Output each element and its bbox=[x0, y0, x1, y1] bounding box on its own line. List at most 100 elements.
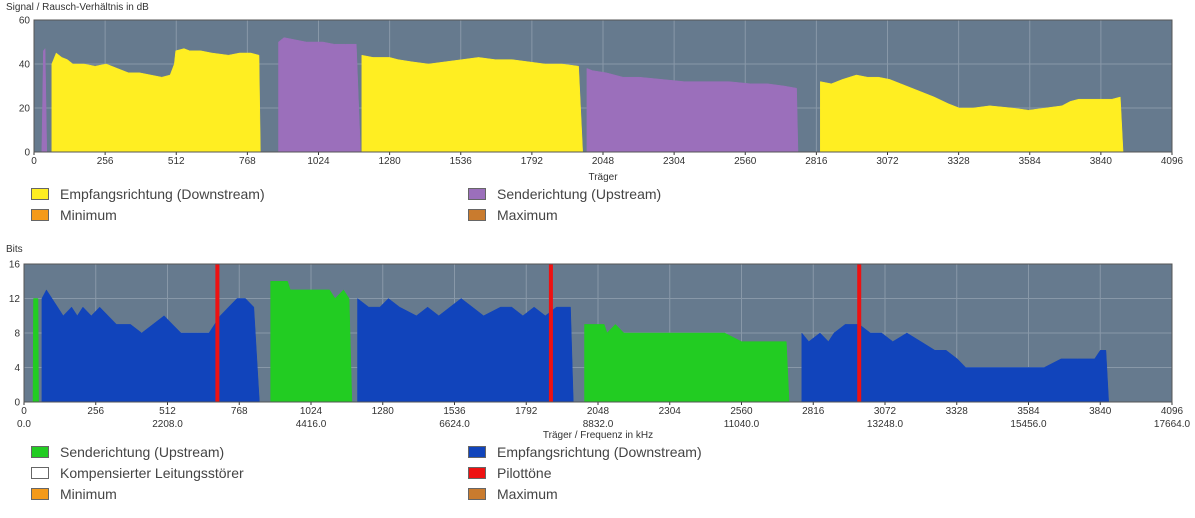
x-axis-title: Träger bbox=[588, 172, 618, 183]
x-tick-label: 1024 bbox=[300, 406, 323, 417]
series-area bbox=[820, 74, 1124, 153]
series-area bbox=[51, 48, 261, 153]
x-tick-label: 2560 bbox=[730, 406, 753, 417]
y-tick-label: 4 bbox=[14, 363, 20, 374]
y-tick-label: 0 bbox=[14, 398, 20, 409]
legend-swatch bbox=[468, 188, 486, 200]
bits-chart-svg: Bits 0 4 8 12 16 0 256 512 768 1024 1280 1536 1792 204… bbox=[6, 244, 1191, 441]
series-area bbox=[278, 37, 361, 153]
series-area bbox=[801, 324, 1109, 403]
legend-item-maximum: Maximum bbox=[468, 486, 558, 502]
legend-label: Minimum bbox=[60, 207, 117, 223]
legend-label: Maximum bbox=[497, 486, 558, 502]
snr-chart-svg: Signal / Rausch-Verhältnis in dB 0 20 40 60 0… bbox=[6, 2, 1184, 183]
legend-item-upstream: Senderichtung (Upstream) bbox=[468, 186, 661, 202]
x-tick-label: 0 bbox=[31, 156, 37, 167]
x-tick-label: 4096 bbox=[1161, 156, 1184, 167]
x-tick-label: 1536 bbox=[443, 406, 466, 417]
legend-item-pilot: Pilottöne bbox=[468, 465, 551, 481]
x-khz-tick-label: 6624.0 bbox=[439, 419, 470, 430]
x-khz-tick-label: 8832.0 bbox=[583, 419, 614, 430]
pilot-tone-line bbox=[548, 264, 553, 402]
legend-swatch bbox=[31, 209, 49, 221]
x-tick-label: 3584 bbox=[1019, 156, 1042, 167]
legend-swatch bbox=[468, 467, 486, 479]
legend-item-downstream: Empfangsrichtung (Downstream) bbox=[31, 186, 265, 202]
legend-item-downstream: Empfangsrichtung (Downstream) bbox=[468, 444, 702, 460]
x-khz-tick-label: 2208.0 bbox=[152, 419, 183, 430]
x-tick-label: 1536 bbox=[450, 156, 473, 167]
legend-label: Senderichtung (Upstream) bbox=[497, 186, 662, 202]
x-tick-label: 3328 bbox=[948, 156, 971, 167]
series-area bbox=[586, 68, 799, 153]
x-tick-label: 3328 bbox=[946, 406, 969, 417]
x-tick-label: 2816 bbox=[802, 406, 825, 417]
x-tick-label: 2048 bbox=[587, 406, 610, 417]
series-area bbox=[357, 297, 574, 403]
x-tick-label: 3840 bbox=[1090, 156, 1113, 167]
plot-border bbox=[33, 19, 1173, 153]
legend-label: Kompensierter Leitungsstörer bbox=[60, 465, 244, 481]
x-tick-label: 256 bbox=[87, 406, 104, 417]
y-tick-label: 40 bbox=[19, 60, 31, 71]
legend-label: Minimum bbox=[60, 486, 117, 502]
x-tick-label: 0 bbox=[21, 406, 27, 417]
legend-item-minimum: Minimum bbox=[31, 207, 117, 223]
x-tick-label: 2304 bbox=[663, 156, 686, 167]
legend-snr: Empfangsrichtung (Downstream) Sendericht… bbox=[0, 183, 1195, 228]
x-tick-label: 2304 bbox=[659, 406, 682, 417]
x-tick-label: 512 bbox=[159, 406, 176, 417]
legend-item-maximum: Maximum bbox=[468, 207, 558, 223]
x-tick-label: 256 bbox=[97, 156, 114, 167]
y-tick-label: 60 bbox=[19, 16, 31, 27]
y-axis-title: Bits bbox=[6, 244, 23, 255]
chart-bits: Bits 0 4 8 12 16 0 256 512 768 1024 1280 1536 1792 204… bbox=[0, 240, 1195, 445]
legend-swatch bbox=[468, 446, 486, 458]
x-tick-label: 1792 bbox=[515, 406, 538, 417]
chart-snr: Signal / Rausch-Verhältnis in dB 0 20 40 60 0… bbox=[0, 0, 1195, 185]
legend-item-compensated: Kompensierter Leitungsstörer bbox=[31, 465, 244, 481]
x-khz-tick-label: 4416.0 bbox=[296, 419, 327, 430]
x-tick-label: 1792 bbox=[521, 156, 544, 167]
legend-swatch bbox=[31, 488, 49, 500]
x-tick-label: 2816 bbox=[805, 156, 828, 167]
x-tick-label: 768 bbox=[239, 156, 256, 167]
legend-swatch bbox=[31, 188, 49, 200]
x-khz-tick-label: 17664.0 bbox=[1154, 419, 1191, 430]
y-tick-label: 16 bbox=[9, 260, 21, 271]
legend-label: Pilottöne bbox=[497, 465, 552, 481]
x-tick-label: 2560 bbox=[734, 156, 757, 167]
series-area bbox=[361, 54, 583, 153]
x-tick-label: 3584 bbox=[1017, 406, 1040, 417]
series-area bbox=[41, 289, 260, 403]
y-tick-label: 0 bbox=[24, 148, 30, 159]
x-tick-label: 2048 bbox=[592, 156, 615, 167]
series-area bbox=[270, 281, 353, 403]
x-khz-tick-label: 11040.0 bbox=[724, 419, 760, 430]
x-tick-label: 3072 bbox=[874, 406, 897, 417]
x-khz-tick-label: 15456.0 bbox=[1010, 419, 1047, 430]
x-tick-label: 4096 bbox=[1161, 406, 1184, 417]
legend-item-minimum: Minimum bbox=[31, 486, 117, 502]
x-khz-tick-label: 13248.0 bbox=[867, 419, 904, 430]
legend-swatch bbox=[31, 467, 49, 479]
plot-border bbox=[23, 263, 1173, 403]
x-khz-tick-label: 0.0 bbox=[17, 419, 31, 430]
y-tick-label: 20 bbox=[19, 104, 31, 115]
legend-label: Maximum bbox=[497, 207, 558, 223]
legend-label: Empfangsrichtung (Downstream) bbox=[60, 186, 265, 202]
legend-swatch bbox=[468, 209, 486, 221]
pilot-tone-line bbox=[215, 264, 220, 402]
x-tick-label: 1024 bbox=[307, 156, 330, 167]
y-axis-title: Signal / Rausch-Verhältnis in dB bbox=[6, 2, 149, 13]
x-tick-label: 768 bbox=[231, 406, 248, 417]
x-tick-label: 3840 bbox=[1089, 406, 1112, 417]
legend-label: Senderichtung (Upstream) bbox=[60, 444, 225, 460]
x-tick-label: 512 bbox=[168, 156, 185, 167]
legend-swatch bbox=[468, 488, 486, 500]
x-tick-label: 3072 bbox=[876, 156, 899, 167]
y-tick-label: 12 bbox=[9, 294, 21, 305]
legend-bits: Senderichtung (Upstream) Empfangsrichtun… bbox=[0, 442, 1195, 512]
legend-label: Empfangsrichtung (Downstream) bbox=[497, 444, 702, 460]
x-tick-label: 1280 bbox=[372, 406, 395, 417]
